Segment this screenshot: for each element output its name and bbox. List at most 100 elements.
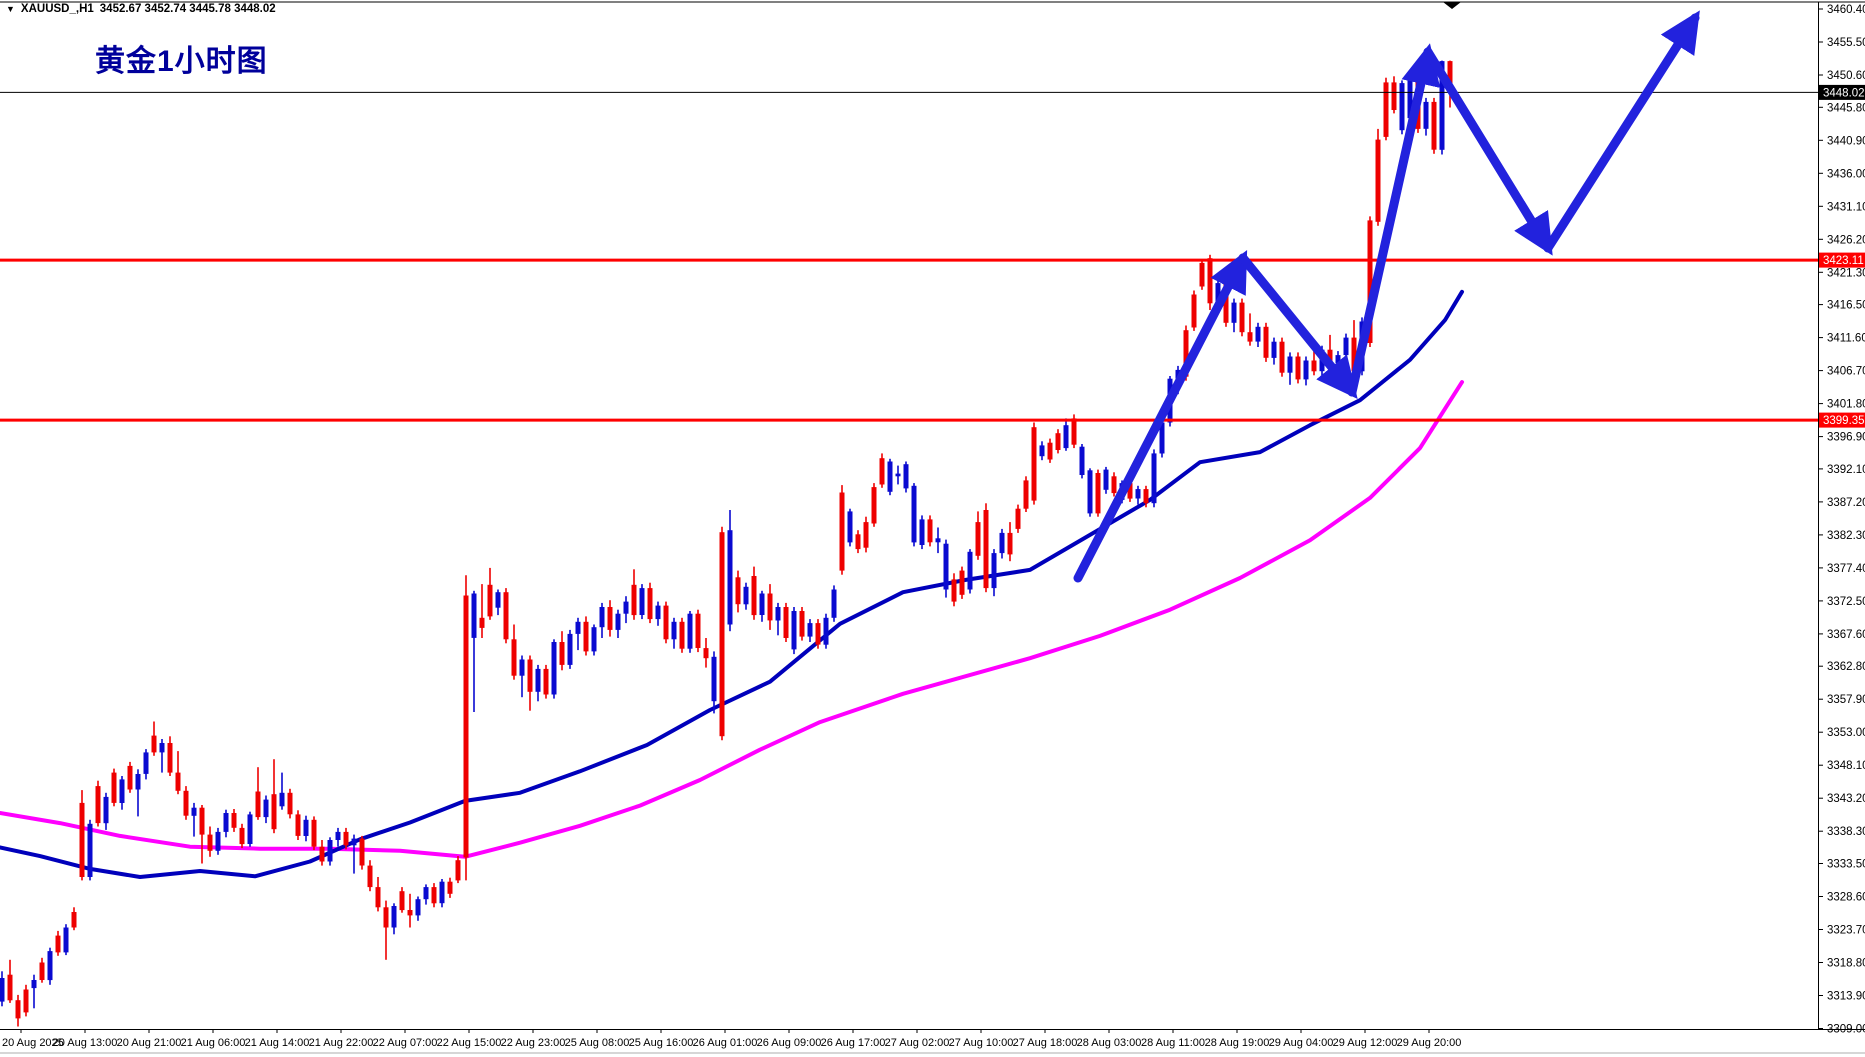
- candle-body: [1031, 427, 1037, 501]
- candle-body: [807, 623, 813, 637]
- candle-body: [751, 576, 757, 616]
- candle-body: [559, 642, 565, 665]
- candle-body: [263, 799, 269, 818]
- candle-body: [1135, 489, 1141, 499]
- time-tick-label: 22 Aug 15:00: [437, 1037, 502, 1049]
- candle-body: [1287, 356, 1293, 373]
- candle-body: [903, 464, 909, 489]
- candle-body: [159, 743, 165, 753]
- time-tick-label: 27 Aug 18:00: [1013, 1037, 1078, 1049]
- price-tick-label: 3460.40: [1827, 4, 1865, 16]
- candle-body: [791, 611, 797, 650]
- candle-body: [1159, 422, 1165, 454]
- candle-body: [71, 912, 77, 928]
- current-bar-marker: [1443, 2, 1461, 9]
- time-tick-label: 26 Aug 09:00: [757, 1037, 822, 1049]
- candle-body: [319, 846, 325, 862]
- candle-body: [1055, 433, 1061, 450]
- price-tick-label: 3353.00: [1827, 727, 1865, 739]
- price-tick-label: 3431.10: [1827, 201, 1865, 213]
- candle-body: [79, 802, 85, 877]
- candle-body: [327, 840, 333, 862]
- price-tag-resistance: 3423.11: [1819, 252, 1865, 268]
- candle-body: [1183, 330, 1189, 377]
- candle-body: [351, 838, 357, 846]
- price-tick-label: 3421.30: [1827, 267, 1865, 279]
- candle-body: [143, 752, 149, 774]
- price-tick-label: 3450.60: [1827, 70, 1865, 82]
- time-tick-label: 21 Aug 06:00: [181, 1037, 246, 1049]
- price-tick-label: 3362.80: [1827, 661, 1865, 673]
- candle-body: [1239, 302, 1245, 333]
- chart-title: 黄金1小时图: [95, 45, 268, 78]
- candle-body: [111, 772, 117, 803]
- candle-body: [935, 538, 941, 543]
- candle-body: [407, 910, 413, 916]
- candle-body: [1207, 258, 1213, 304]
- candle-body: [1039, 445, 1045, 457]
- candle-body: [471, 593, 477, 638]
- candle-body: [1111, 476, 1117, 494]
- candle-body: [335, 831, 341, 840]
- candle-body: [463, 595, 469, 858]
- candle-body: [423, 887, 429, 900]
- candle-body: [783, 607, 789, 638]
- candle-body: [375, 887, 381, 908]
- price-tick-label: 3367.60: [1827, 629, 1865, 641]
- candle-body: [1391, 82, 1397, 110]
- candle-body: [287, 792, 293, 815]
- price-tick-label: 3387.20: [1827, 497, 1865, 509]
- candle-body: [303, 819, 309, 836]
- price-tick-label: 3392.10: [1827, 464, 1865, 476]
- candle-body: [719, 532, 725, 737]
- candle-body: [1375, 139, 1381, 222]
- candle-body: [167, 743, 173, 773]
- candle-body: [767, 593, 773, 621]
- candle-body: [127, 765, 133, 790]
- candle-body: [839, 492, 845, 571]
- candle-body: [55, 935, 61, 953]
- symbol-dropdown-icon[interactable]: ▼: [6, 3, 15, 14]
- candle-body: [119, 779, 125, 803]
- candle-body: [1335, 355, 1341, 364]
- time-tick-label: 21 Aug 22:00: [309, 1037, 374, 1049]
- symbol-bar[interactable]: ▼ XAUUSD_,H1 3452.67 3452.74 3445.78 344…: [6, 3, 276, 15]
- candle-body: [975, 522, 981, 556]
- candle-body: [1447, 61, 1453, 93]
- candle-body: [487, 584, 493, 617]
- candle-body: [399, 891, 405, 911]
- candle-body: [703, 648, 709, 659]
- candle-body: [919, 519, 925, 545]
- candle-body: [183, 790, 189, 816]
- candle-body: [999, 532, 1005, 554]
- candle-body: [175, 772, 181, 791]
- candle-body: [631, 584, 637, 616]
- candle-body: [639, 588, 645, 615]
- candle-body: [511, 639, 517, 676]
- candle-body: [959, 570, 965, 595]
- candle-body: [951, 579, 957, 602]
- candle-body: [479, 617, 485, 628]
- candle-body: [1143, 489, 1149, 504]
- price-axis[interactable]: 3460.40 3455.50 3450.60 3445.80 3440.90 3436.…: [1818, 2, 1865, 1036]
- candle-body: [775, 607, 781, 621]
- candle-body: [103, 796, 109, 824]
- candle-body: [1199, 262, 1205, 287]
- candle-body: [1231, 302, 1237, 323]
- candle-body: [519, 659, 525, 676]
- candle-body: [1079, 446, 1085, 475]
- candle-body: [439, 881, 445, 904]
- candle-body: [503, 592, 509, 640]
- candle-body: [575, 621, 581, 634]
- candle-body: [911, 485, 917, 543]
- projection-arrows[interactable]: [1073, 10, 1700, 583]
- candle-body: [743, 586, 749, 605]
- candle-body: [95, 786, 101, 824]
- candle-body: [1311, 360, 1317, 372]
- candle-body: [391, 906, 397, 928]
- candle-body: [207, 834, 213, 851]
- candle-body: [1255, 326, 1261, 342]
